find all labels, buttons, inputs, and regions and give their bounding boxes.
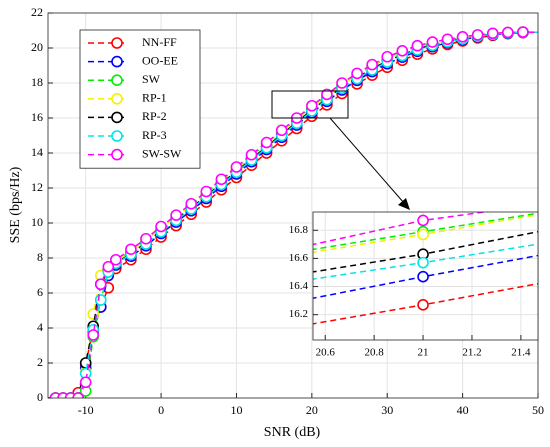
series-marker (260, 136, 273, 149)
series-marker (336, 77, 348, 89)
zoom-arrow-head (398, 198, 410, 210)
series-marker (230, 161, 243, 173)
series-marker (471, 29, 484, 41)
y-tick-label: 16.8 (289, 224, 309, 236)
series-marker (72, 392, 84, 398)
series-marker (417, 270, 429, 283)
series-marker (94, 278, 107, 291)
y-tick-label: 16.2 (289, 308, 308, 320)
series-marker (215, 173, 228, 186)
legend-label: RP-1 (142, 91, 167, 105)
x-tick-label: -10 (78, 403, 94, 417)
legend-label: OO-EE (142, 53, 178, 67)
series-marker (351, 67, 363, 80)
axes-frame (47, 12, 539, 399)
legend-marker (111, 93, 123, 105)
series-marker (102, 260, 115, 273)
legend-marker (111, 74, 123, 86)
x-tick-label: 30 (381, 403, 393, 417)
legend-marker (111, 111, 123, 124)
series-group (313, 212, 538, 325)
series-marker (456, 30, 469, 43)
legend-marker (111, 130, 123, 142)
y-tick-label: 14 (31, 145, 43, 159)
series-marker (110, 253, 122, 266)
legend-label: SW (142, 72, 161, 86)
y-tick-label: 22 (31, 5, 43, 19)
zoom-arrow (329, 117, 405, 204)
y-tick-label: 6 (37, 285, 43, 299)
series-marker (140, 232, 152, 245)
series-marker (79, 376, 92, 389)
series-marker (275, 124, 288, 137)
y-axis-label: SSE (bps/Hz) (8, 166, 23, 243)
x-tick-label: 20.6 (316, 347, 336, 359)
series-marker (417, 228, 429, 241)
x-tick-label: 21.4 (511, 347, 531, 359)
y-tick-label: 20 (31, 40, 43, 54)
series-marker (441, 33, 454, 46)
series-marker (87, 329, 100, 341)
zoom-box (271, 90, 349, 119)
series-marker (486, 27, 499, 40)
legend-marker (111, 148, 123, 161)
series-marker (517, 26, 529, 38)
y-tick-label: 8 (37, 250, 43, 264)
series-group (48, 26, 538, 398)
y-tick-label: 12 (31, 180, 43, 194)
series-marker (185, 197, 198, 210)
x-tick-label: 50 (532, 403, 544, 417)
legend-marker (111, 37, 123, 49)
series-marker (417, 299, 429, 311)
legend-label: NN-FF (142, 35, 177, 49)
series-marker (94, 294, 107, 306)
series-marker (411, 39, 424, 52)
series-marker (417, 256, 429, 269)
series-marker (170, 209, 182, 221)
series-marker (381, 50, 394, 63)
series-marker (321, 88, 333, 101)
series-marker (306, 99, 318, 112)
legend-label: RP-3 (142, 128, 167, 142)
y-tick-label: 2 (37, 355, 43, 369)
y-tick-label: 16 (31, 110, 43, 124)
x-tick-label: 20 (306, 403, 318, 417)
series-marker (396, 44, 409, 57)
y-tick-label: 10 (31, 215, 43, 229)
x-tick-label: 40 (457, 403, 469, 417)
series-marker (366, 58, 378, 71)
y-tick-label: 4 (37, 320, 43, 334)
x-tick-label: 21.2 (462, 347, 481, 359)
x-tick-label: 0 (158, 403, 164, 417)
series-marker (245, 148, 258, 161)
series-marker (125, 243, 137, 256)
x-axis-label: SNR (dB) (264, 425, 321, 440)
x-tick-label: 21 (418, 347, 429, 359)
axes-frame (312, 211, 539, 341)
legend-marker (111, 55, 123, 68)
y-tick-label: 16.4 (289, 280, 309, 292)
series-marker (502, 26, 514, 39)
y-tick-label: 16.6 (289, 252, 309, 264)
x-tick-label: 20.8 (365, 347, 385, 359)
legend-label: RP-2 (142, 109, 167, 123)
series-marker (200, 185, 213, 198)
series-marker (426, 36, 439, 48)
legend-label: SW-SW (142, 146, 182, 160)
series-marker (417, 214, 429, 227)
series-marker (155, 220, 167, 233)
y-tick-label: 18 (31, 75, 43, 89)
x-tick-label: 10 (230, 403, 242, 417)
y-tick-label: 0 (37, 390, 43, 404)
